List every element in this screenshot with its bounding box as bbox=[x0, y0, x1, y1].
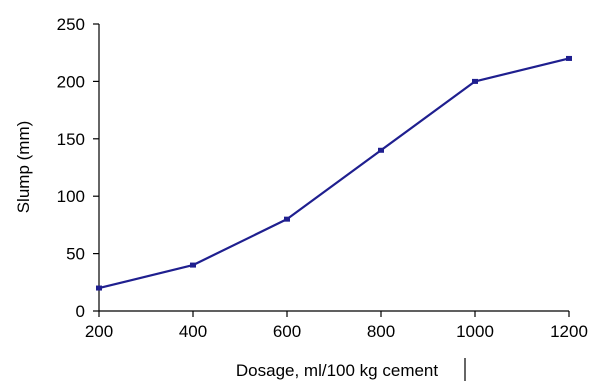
x-tick-label: 400 bbox=[179, 322, 207, 341]
y-tick-label: 150 bbox=[57, 130, 85, 149]
x-tick-label: 1000 bbox=[456, 322, 494, 341]
x-tick-label: 1200 bbox=[550, 322, 588, 341]
data-point-marker bbox=[284, 216, 290, 222]
x-tick-label: 800 bbox=[367, 322, 395, 341]
y-tick-label: 100 bbox=[57, 187, 85, 206]
y-tick-label: 0 bbox=[76, 302, 85, 321]
y-tick-label: 200 bbox=[57, 72, 85, 91]
x-tick-label: 600 bbox=[273, 322, 301, 341]
chart-axes bbox=[98, 24, 569, 312]
y-tick-label: 50 bbox=[66, 245, 85, 264]
x-axis-ticks: 200 400 600 800 1000 1200 bbox=[85, 311, 588, 341]
y-axis-ticks: 0 50 100 150 200 250 bbox=[57, 15, 99, 321]
data-point-marker bbox=[472, 78, 478, 84]
y-tick-label: 250 bbox=[57, 15, 85, 34]
x-axis-title: Dosage, ml/100 kg cement bbox=[236, 361, 438, 380]
data-point-marker bbox=[96, 285, 102, 291]
data-point-marker bbox=[566, 55, 572, 61]
data-point-marker bbox=[190, 262, 196, 268]
series-line bbox=[98, 57, 570, 290]
data-point-marker bbox=[378, 147, 384, 153]
x-tick-label: 200 bbox=[85, 322, 113, 341]
series-layer bbox=[96, 55, 572, 291]
y-axis-title: Slump (mm) bbox=[14, 121, 33, 214]
